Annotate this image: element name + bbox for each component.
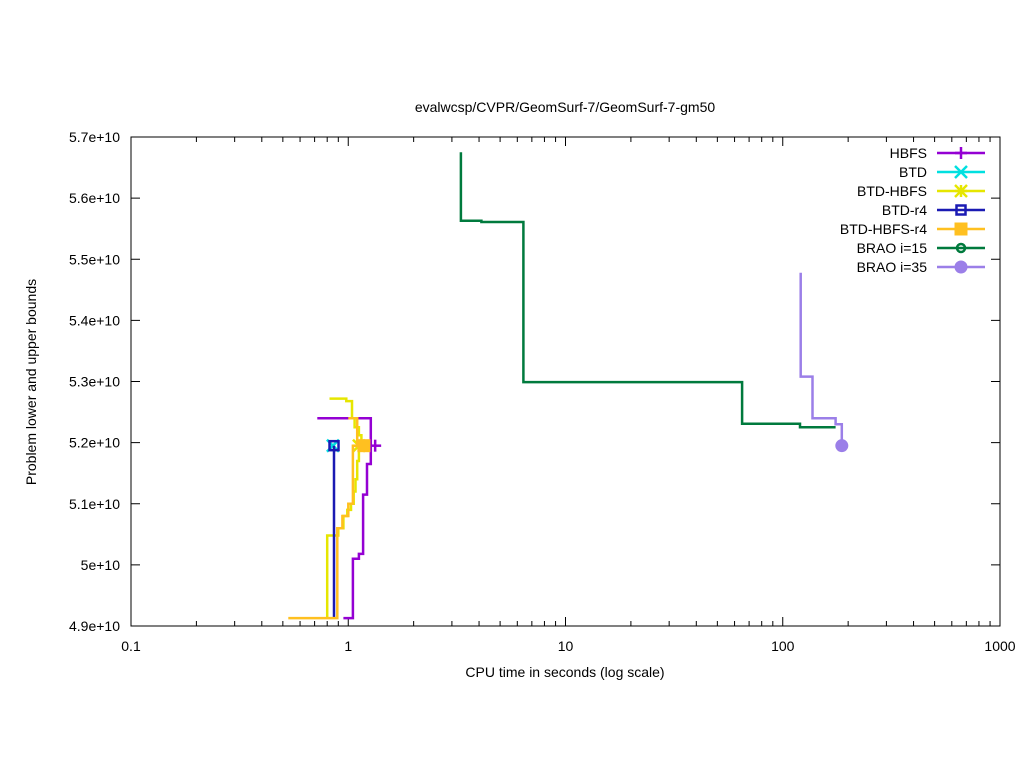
legend-label: BTD-HBFS-r4 (840, 221, 927, 237)
series-clip-group (288, 152, 849, 620)
axis-ticks: 0.1 1 10 100 1000 4.9e+10 5e+10 5.1e+10 5.2e+10 5… (69, 129, 1016, 654)
legend-marker (954, 260, 968, 274)
series-line (459, 152, 836, 429)
x-axis-label: CPU time in seconds (log scale) (465, 664, 664, 680)
y-tick-label: 5.3e+10 (69, 374, 120, 390)
series-marker (369, 439, 382, 452)
y-tick-label: 5.2e+10 (69, 435, 120, 451)
legend-marker (954, 165, 968, 179)
legend-marker (954, 222, 968, 236)
x-tick-label: 0.1 (121, 638, 141, 654)
y-tick-label: 5.6e+10 (69, 190, 120, 206)
y-tick-label: 5.4e+10 (69, 312, 120, 328)
y-tick-label: 5e+10 (81, 557, 121, 573)
y-tick-label: 5.1e+10 (69, 496, 120, 512)
series-marker (835, 439, 849, 453)
x-tick-label: 1000 (984, 638, 1015, 654)
series-hbfs (317, 416, 382, 620)
x-tick-label: 100 (771, 638, 795, 654)
legend-entry: BTD-HBFS-r4 (840, 221, 985, 237)
legend-label: BTD (899, 164, 927, 180)
legend-entry: BTD (899, 164, 985, 180)
legend-marker (954, 184, 968, 198)
chart-title: evalwcsp/CVPR/GeomSurf-7/GeomSurf-7-gm50 (415, 99, 716, 115)
y-tick-label: 5.5e+10 (69, 251, 120, 267)
series-btd-r4 (328, 439, 340, 619)
legend-entry: BTD-r4 (882, 202, 985, 218)
y-tick-label: 5.7e+10 (69, 129, 120, 145)
x-tick-label: 10 (558, 638, 574, 654)
legend-entry: BRAO i=15 (857, 240, 985, 256)
legend-label: BTD-HBFS (857, 183, 927, 199)
series-brao-i-35 (799, 272, 849, 453)
legend: HBFS BTD BTD-HBFS BTD-r4 BTD-HBFS-r4 BRAO i=1… (840, 145, 985, 275)
series-marker (357, 439, 371, 453)
legend-entry: BRAO i=35 (857, 259, 985, 275)
series-line (288, 444, 366, 620)
y-axis-label: Problem lower and upper bounds (23, 279, 39, 485)
series-line (343, 445, 373, 620)
series-brao-i-15 (459, 152, 836, 429)
series-line (317, 416, 373, 446)
series-line (799, 272, 844, 446)
legend-marker (955, 204, 967, 216)
series-btd-hbfs-r4 (288, 416, 371, 620)
legend-label: BRAO i=15 (857, 240, 928, 256)
y-tick-label: 4.9e+10 (69, 618, 120, 634)
legend-entry: BTD-HBFS (857, 183, 985, 199)
legend-marker (955, 242, 967, 254)
series-layer (288, 152, 849, 620)
legend-label: BTD-r4 (882, 202, 927, 218)
series-line (348, 416, 359, 446)
x-tick-label: 1 (344, 638, 352, 654)
legend-label: HBFS (890, 145, 927, 161)
series-marker (328, 439, 340, 452)
legend-label: BRAO i=35 (857, 259, 928, 275)
legend-marker (955, 147, 967, 159)
legend-entry: HBFS (890, 145, 985, 161)
